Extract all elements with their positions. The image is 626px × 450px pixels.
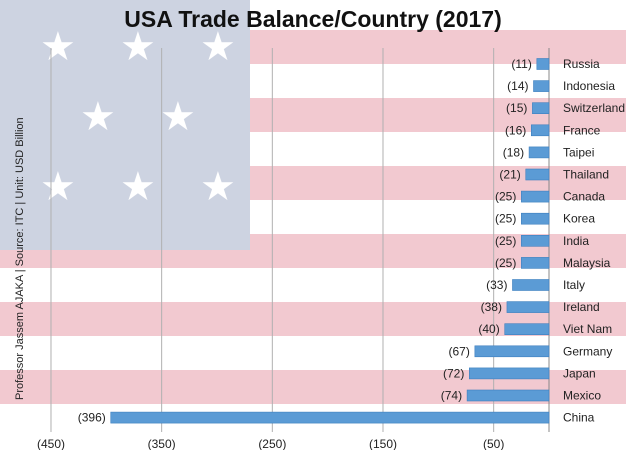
data-label: (18) [503,145,524,159]
chart-title: USA Trade Balance/Country (2017) [124,6,502,32]
bar [512,279,550,291]
category-label: Germany [563,344,612,358]
category-label: Japan [563,366,596,380]
svg-text:★: ★ [160,95,196,139]
category-label: Taipei [563,145,594,159]
data-label: (396) [78,411,106,425]
data-label: (15) [506,101,527,115]
category-label: Malaysia [563,256,611,270]
x-tick-label: (350) [148,437,176,450]
data-label: (25) [495,212,516,226]
data-label: (25) [495,190,516,204]
data-label: (40) [478,322,499,336]
svg-text:★: ★ [40,25,76,69]
category-label: France [563,123,601,137]
bar [536,58,550,70]
data-label: (14) [507,79,528,93]
x-tick-label: (150) [369,437,397,450]
category-label: Russia [563,57,600,71]
data-label: (25) [495,256,516,270]
bar [521,190,550,203]
bar [504,323,550,336]
bar [521,235,550,247]
category-label: Indonesia [563,79,615,93]
category-label: China [563,411,595,425]
svg-text:★: ★ [80,95,116,139]
category-label: Ireland [563,300,600,314]
category-label: Switzerland [563,101,625,115]
bar [530,124,550,137]
category-label: Thailand [563,168,609,182]
svg-text:★: ★ [120,25,156,69]
data-label: (74) [441,389,462,403]
bar [110,411,550,424]
bar [466,389,550,402]
bar [525,168,550,181]
category-label: Viet Nam [563,322,612,336]
x-tick-label: (50) [483,437,504,450]
x-tick-label: (250) [258,437,286,450]
bar [521,257,550,269]
data-label: (33) [486,278,507,292]
svg-text:★: ★ [120,165,156,209]
bar [469,367,550,380]
svg-text:★: ★ [200,25,236,69]
data-label: (72) [443,366,464,380]
category-label: Mexico [563,389,601,403]
data-label: (11) [511,57,531,71]
bar [521,212,550,225]
category-label: Canada [563,190,605,204]
bar [532,102,550,114]
bar [533,80,550,92]
data-label: (67) [449,344,470,358]
svg-text:★: ★ [40,165,76,209]
data-label: (38) [481,300,502,314]
x-tick-label: (450) [37,437,65,450]
svg-text:★: ★ [200,165,236,209]
bar [474,345,550,358]
data-label: (16) [505,123,526,137]
bar [528,146,550,159]
bar [506,301,550,313]
category-label: Italy [563,278,585,292]
category-label: Korea [563,212,595,226]
category-label: India [563,234,589,248]
data-label: (21) [499,168,520,182]
data-label: (25) [495,234,516,248]
